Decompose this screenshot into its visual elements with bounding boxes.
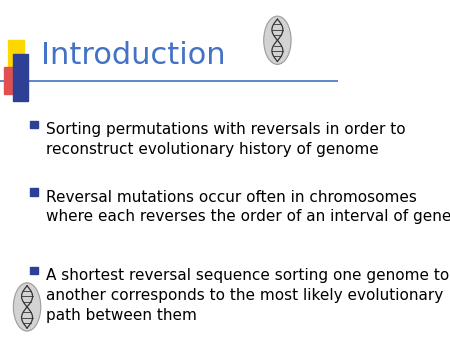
Ellipse shape [264, 16, 291, 65]
Text: Introduction: Introduction [40, 41, 225, 70]
Bar [31, 121, 38, 128]
Bar [13, 54, 28, 101]
Text: Reversal mutations occur often in chromosomes
where each reverses the order of a: Reversal mutations occur often in chromo… [45, 190, 450, 224]
Bar [4, 67, 19, 94]
Text: Sorting permutations with reversals in order to
reconstruct evolutionary history: Sorting permutations with reversals in o… [45, 122, 405, 157]
Ellipse shape [14, 283, 41, 331]
Bar [31, 267, 38, 274]
Bar [9, 40, 24, 74]
Text: A shortest reversal sequence sorting one genome to
another corresponds to the mo: A shortest reversal sequence sorting one… [45, 268, 449, 323]
Bar [31, 188, 38, 196]
